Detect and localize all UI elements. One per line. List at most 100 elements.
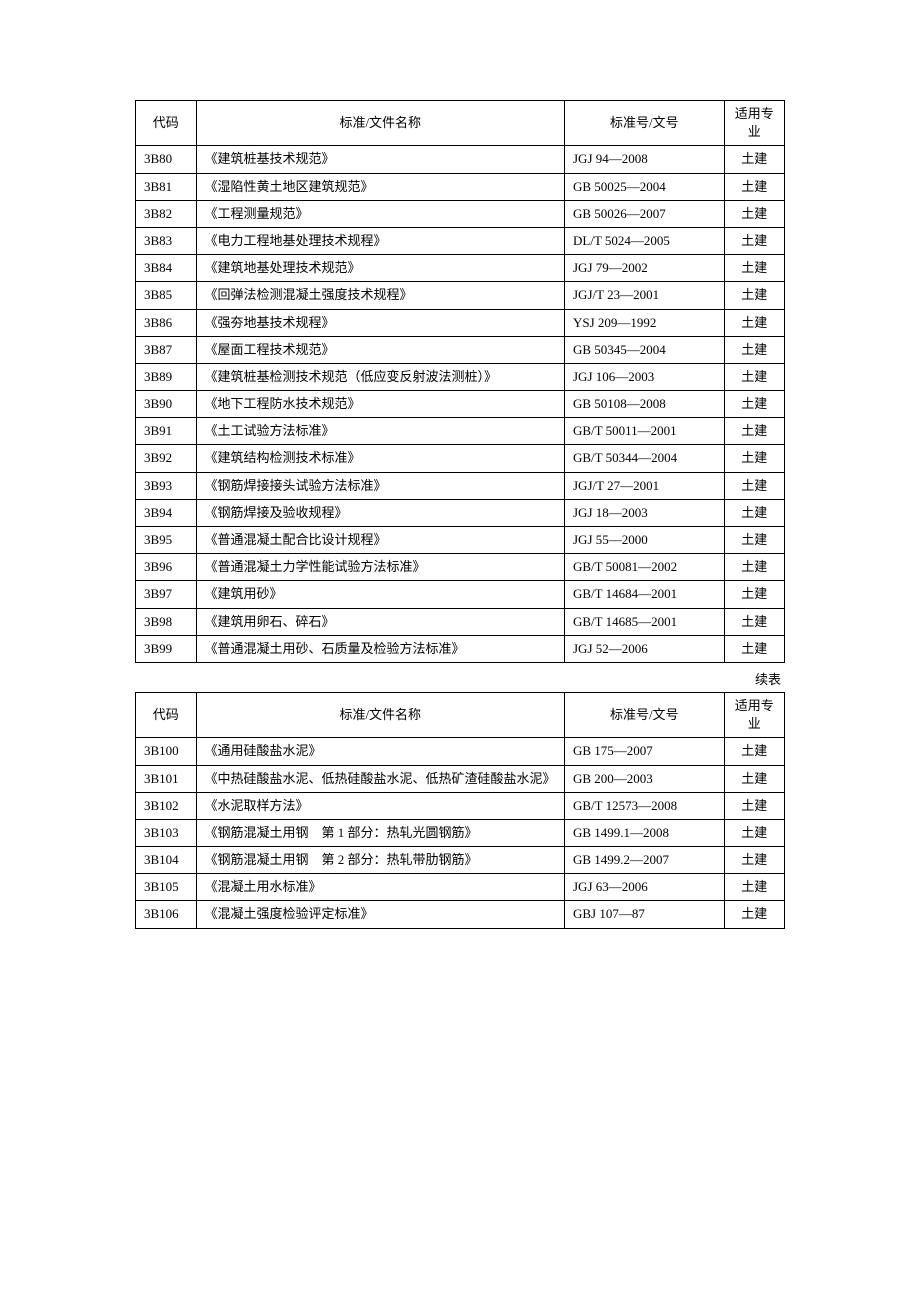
cell-number: GB/T 14684—2001 — [565, 581, 725, 608]
header-specialty: 适用专业 — [724, 692, 785, 737]
cell-specialty: 土建 — [724, 738, 785, 765]
cell-number: JGJ 106—2003 — [565, 363, 725, 390]
header-code: 代码 — [136, 692, 197, 737]
cell-code: 3B80 — [136, 146, 197, 173]
cell-code: 3B99 — [136, 635, 197, 662]
table-row: 3B100《通用硅酸盐水泥》GB 175—2007土建 — [136, 738, 785, 765]
cell-specialty: 土建 — [724, 608, 785, 635]
table-header-row: 代码 标准/文件名称 标准号/文号 适用专业 — [136, 692, 785, 737]
table-row: 3B86《强夯地基技术规程》YSJ 209—1992土建 — [136, 309, 785, 336]
cell-number: JGJ/T 23—2001 — [565, 282, 725, 309]
cell-number: GB 50026—2007 — [565, 200, 725, 227]
table-row: 3B94《钢筋焊接及验收规程》JGJ 18—2003土建 — [136, 499, 785, 526]
table-header-row: 代码 标准/文件名称 标准号/文号 适用专业 — [136, 101, 785, 146]
cell-specialty: 土建 — [724, 391, 785, 418]
cell-specialty: 土建 — [724, 418, 785, 445]
cell-number: GB 175—2007 — [565, 738, 725, 765]
cell-number: JGJ 94—2008 — [565, 146, 725, 173]
table-row: 3B92《建筑结构检测技术标准》GB/T 50344—2004土建 — [136, 445, 785, 472]
cell-code: 3B97 — [136, 581, 197, 608]
standards-table-2: 代码 标准/文件名称 标准号/文号 适用专业 3B100《通用硅酸盐水泥》GB … — [135, 692, 785, 929]
cell-name: 《回弹法检测混凝土强度技术规程》 — [196, 282, 565, 309]
cell-name: 《水泥取样方法》 — [196, 792, 565, 819]
standards-table-1: 代码 标准/文件名称 标准号/文号 适用专业 3B80《建筑桩基技术规范》JGJ… — [135, 100, 785, 663]
cell-code: 3B104 — [136, 847, 197, 874]
cell-name: 《钢筋焊接接头试验方法标准》 — [196, 472, 565, 499]
cell-specialty: 土建 — [724, 819, 785, 846]
cell-number: GBJ 107—87 — [565, 901, 725, 928]
header-number: 标准号/文号 — [565, 692, 725, 737]
table-row: 3B83《电力工程地基处理技术规程》DL/T 5024—2005土建 — [136, 227, 785, 254]
table-row: 3B105《混凝土用水标准》JGJ 63—2006土建 — [136, 874, 785, 901]
cell-code: 3B95 — [136, 527, 197, 554]
cell-specialty: 土建 — [724, 282, 785, 309]
table-row: 3B101《中热硅酸盐水泥、低热硅酸盐水泥、低热矿渣硅酸盐水泥》GB 200—2… — [136, 765, 785, 792]
cell-code: 3B87 — [136, 336, 197, 363]
cell-specialty: 土建 — [724, 227, 785, 254]
table-row: 3B82《工程测量规范》GB 50026—2007土建 — [136, 200, 785, 227]
cell-number: JGJ 52—2006 — [565, 635, 725, 662]
table-row: 3B91《土工试验方法标准》GB/T 50011—2001土建 — [136, 418, 785, 445]
cell-specialty: 土建 — [724, 765, 785, 792]
cell-specialty: 土建 — [724, 146, 785, 173]
cell-number: GB 200—2003 — [565, 765, 725, 792]
cell-code: 3B106 — [136, 901, 197, 928]
cell-number: YSJ 209—1992 — [565, 309, 725, 336]
cell-specialty: 土建 — [724, 336, 785, 363]
cell-code: 3B105 — [136, 874, 197, 901]
cell-number: JGJ 63—2006 — [565, 874, 725, 901]
cell-specialty: 土建 — [724, 445, 785, 472]
cell-number: GB 1499.1—2008 — [565, 819, 725, 846]
cell-name: 《工程测量规范》 — [196, 200, 565, 227]
cell-code: 3B102 — [136, 792, 197, 819]
cell-specialty: 土建 — [724, 255, 785, 282]
cell-code: 3B82 — [136, 200, 197, 227]
cell-code: 3B90 — [136, 391, 197, 418]
table-row: 3B84《建筑地基处理技术规范》JGJ 79—2002土建 — [136, 255, 785, 282]
table-row: 3B106《混凝土强度检验评定标准》GBJ 107—87土建 — [136, 901, 785, 928]
table-row: 3B80《建筑桩基技术规范》JGJ 94—2008土建 — [136, 146, 785, 173]
cell-name: 《普通混凝土配合比设计规程》 — [196, 527, 565, 554]
table-row: 3B104《钢筋混凝土用钢 第 2 部分：热轧带肋钢筋》GB 1499.2—20… — [136, 847, 785, 874]
table-row: 3B90《地下工程防水技术规范》GB 50108—2008土建 — [136, 391, 785, 418]
cell-specialty: 土建 — [724, 200, 785, 227]
cell-specialty: 土建 — [724, 527, 785, 554]
cell-code: 3B100 — [136, 738, 197, 765]
cell-number: GB/T 50081—2002 — [565, 554, 725, 581]
cell-number: JGJ 55—2000 — [565, 527, 725, 554]
cell-name: 《钢筋混凝土用钢 第 2 部分：热轧带肋钢筋》 — [196, 847, 565, 874]
cell-specialty: 土建 — [724, 901, 785, 928]
cell-code: 3B85 — [136, 282, 197, 309]
header-specialty: 适用专业 — [724, 101, 785, 146]
header-name: 标准/文件名称 — [196, 692, 565, 737]
cell-number: JGJ/T 27—2001 — [565, 472, 725, 499]
header-number: 标准号/文号 — [565, 101, 725, 146]
cell-name: 《屋面工程技术规范》 — [196, 336, 565, 363]
cell-code: 3B91 — [136, 418, 197, 445]
table-row: 3B95《普通混凝土配合比设计规程》JGJ 55—2000土建 — [136, 527, 785, 554]
cell-code: 3B98 — [136, 608, 197, 635]
table-row: 3B89《建筑桩基检测技术规范（低应变反射波法测桩）》JGJ 106—2003土… — [136, 363, 785, 390]
cell-name: 《中热硅酸盐水泥、低热硅酸盐水泥、低热矿渣硅酸盐水泥》 — [196, 765, 565, 792]
document-page: 代码 标准/文件名称 标准号/文号 适用专业 3B80《建筑桩基技术规范》JGJ… — [0, 0, 920, 929]
cell-code: 3B96 — [136, 554, 197, 581]
cell-specialty: 土建 — [724, 472, 785, 499]
cell-code: 3B92 — [136, 445, 197, 472]
cell-name: 《通用硅酸盐水泥》 — [196, 738, 565, 765]
table-row: 3B98《建筑用卵石、碎石》GB/T 14685—2001土建 — [136, 608, 785, 635]
table-row: 3B99《普通混凝土用砂、石质量及检验方法标准》JGJ 52—2006土建 — [136, 635, 785, 662]
continued-label: 续表 — [135, 663, 785, 692]
cell-number: JGJ 18—2003 — [565, 499, 725, 526]
table-row: 3B81《湿陷性黄土地区建筑规范》GB 50025—2004土建 — [136, 173, 785, 200]
cell-name: 《建筑结构检测技术标准》 — [196, 445, 565, 472]
table-row: 3B102《水泥取样方法》GB/T 12573—2008土建 — [136, 792, 785, 819]
header-code: 代码 — [136, 101, 197, 146]
table-row: 3B93《钢筋焊接接头试验方法标准》JGJ/T 27—2001土建 — [136, 472, 785, 499]
cell-name: 《地下工程防水技术规范》 — [196, 391, 565, 418]
cell-specialty: 土建 — [724, 499, 785, 526]
cell-name: 《湿陷性黄土地区建筑规范》 — [196, 173, 565, 200]
cell-number: GB/T 12573—2008 — [565, 792, 725, 819]
cell-code: 3B93 — [136, 472, 197, 499]
cell-specialty: 土建 — [724, 309, 785, 336]
cell-number: GB 1499.2—2007 — [565, 847, 725, 874]
